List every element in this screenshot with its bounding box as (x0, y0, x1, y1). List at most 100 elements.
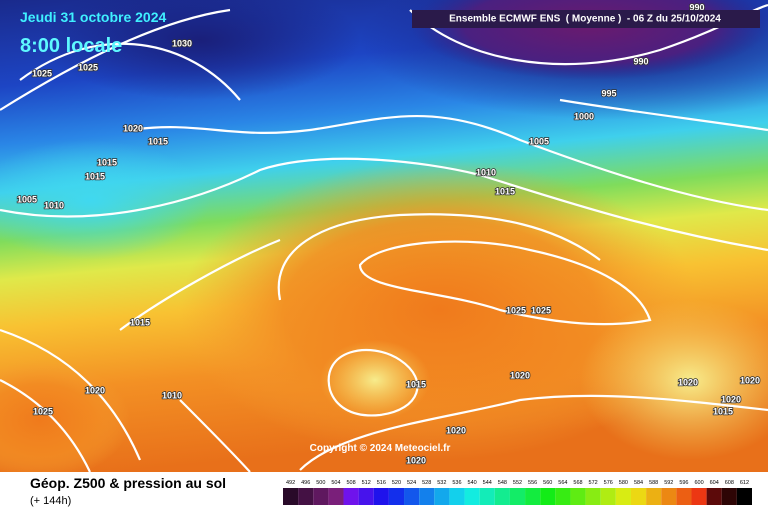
scale-swatch (343, 488, 359, 505)
scale-swatch (494, 488, 510, 505)
scale-label: 572 (589, 480, 598, 486)
scale-label: 512 (362, 480, 371, 486)
isobar-label: 1025 (32, 68, 52, 78)
scale-label: 532 (437, 480, 446, 486)
isobar-label: 1020 (406, 455, 426, 465)
isobar-label: 1010 (476, 167, 496, 177)
scale-swatch (388, 488, 405, 505)
isobar-label: 1025 (506, 305, 526, 315)
scale-label: 608 (725, 480, 734, 486)
scale-label: 500 (316, 480, 325, 486)
scale-swatch (646, 488, 662, 505)
isobar-label: 1015 (495, 186, 515, 196)
scale-swatch (283, 488, 299, 505)
copyright: Copyright © 2024 Meteociel.fr (310, 443, 451, 454)
scale-swatch (585, 488, 601, 505)
isobar-label: 1020 (721, 394, 741, 404)
scale-label: 544 (483, 480, 492, 486)
isobar-label: 1015 (130, 317, 150, 327)
isobar-label: 990 (689, 2, 704, 12)
scale-swatch (600, 488, 616, 505)
scale-label: 592 (664, 480, 673, 486)
scale-swatch (736, 488, 752, 505)
scale-label: 552 (513, 480, 522, 486)
isobar-label: 1025 (78, 62, 98, 72)
isobar-label: 1020 (740, 375, 760, 385)
footer-title: Géop. Z500 & pression au sol (30, 475, 226, 491)
scale-label: 524 (407, 480, 416, 486)
scale-label: 540 (468, 480, 477, 486)
isobar-labels: 1030 1025 1025 1020 1015 1015 1015 1005 1010 1015… (16, 2, 761, 467)
scale-label: 612 (740, 480, 749, 486)
scale-swatch (313, 488, 329, 505)
scale-swatch (449, 488, 465, 505)
scale-label: 560 (543, 480, 552, 486)
scale-swatch (676, 488, 692, 505)
scale-swatch (464, 488, 480, 505)
isobar-label: 1015 (713, 406, 733, 416)
scale-swatch (358, 488, 374, 505)
scale-swatch (555, 488, 571, 505)
scale-label: 604 (710, 480, 719, 486)
scale-swatch (615, 488, 631, 505)
isobar-label: 1015 (148, 136, 168, 146)
model-info: Ensemble ECMWF ENS ( Moyenne ) - 06 Z du… (449, 14, 721, 25)
isobar-label: 1015 (97, 157, 117, 167)
scale-label: 600 (694, 480, 703, 486)
scale-swatch (721, 488, 737, 505)
scale-label: 528 (422, 480, 431, 486)
scale-label: 496 (301, 480, 310, 486)
scale-label: 508 (346, 480, 355, 486)
scale-swatch (706, 488, 722, 505)
scale-swatch (570, 488, 586, 505)
scale-label: 580 (619, 480, 628, 486)
isobar-label: 1020 (446, 425, 466, 435)
scale-label: 576 (604, 480, 613, 486)
isobar-label: 1015 (85, 171, 105, 181)
scale-swatch (434, 488, 450, 505)
forecast-date: Jeudi 31 octobre 2024 (20, 9, 167, 25)
isobar-label: 1020 (510, 370, 530, 380)
scale-swatch (509, 488, 526, 505)
scale-label: 516 (377, 480, 386, 486)
isobar-label: 1015 (406, 379, 426, 389)
isobar-label: 1030 (172, 38, 192, 48)
scale-label: 588 (649, 480, 658, 486)
scale-swatch (540, 488, 556, 505)
isobar-label: 1005 (529, 136, 549, 146)
scale-label: 556 (528, 480, 537, 486)
isobar-label: 1020 (123, 123, 143, 133)
map-background (0, 0, 768, 480)
scale-label: 564 (558, 480, 567, 486)
color-scale: 492 496 500 504 508 512 516 520 524 528 532 536 540 5… (283, 480, 752, 505)
scale-label: 568 (573, 480, 582, 486)
isobar-label: 1025 (531, 305, 551, 315)
model-banner (412, 10, 760, 28)
scale-swatch (419, 488, 435, 505)
isobar-label: 1020 (85, 385, 105, 395)
isobar-label: 1010 (162, 390, 182, 400)
scale-swatch (328, 488, 344, 505)
isobar-label: 990 (633, 56, 648, 66)
scale-label: 492 (286, 480, 295, 486)
isobar-label: 995 (601, 88, 616, 98)
forecast-lead: (+ 144h) (30, 495, 71, 507)
scale-swatch (525, 488, 541, 505)
scale-label: 548 (498, 480, 507, 486)
scale-swatch (661, 488, 677, 505)
scale-swatch (373, 488, 389, 505)
isobar-label: 1010 (44, 200, 64, 210)
scale-label: 504 (331, 480, 340, 486)
isobar-label: 1020 (678, 377, 698, 387)
scale-label: 584 (634, 480, 643, 486)
isobar-label: 1005 (17, 194, 37, 204)
scale-swatch (630, 488, 647, 505)
scale-swatch (404, 488, 420, 505)
isobar-label: 1000 (574, 111, 594, 121)
forecast-time: 8:00 locale (20, 35, 122, 57)
scale-label: 520 (392, 480, 401, 486)
scale-swatch (298, 488, 314, 505)
scale-label: 596 (679, 480, 688, 486)
scale-label: 536 (452, 480, 461, 486)
